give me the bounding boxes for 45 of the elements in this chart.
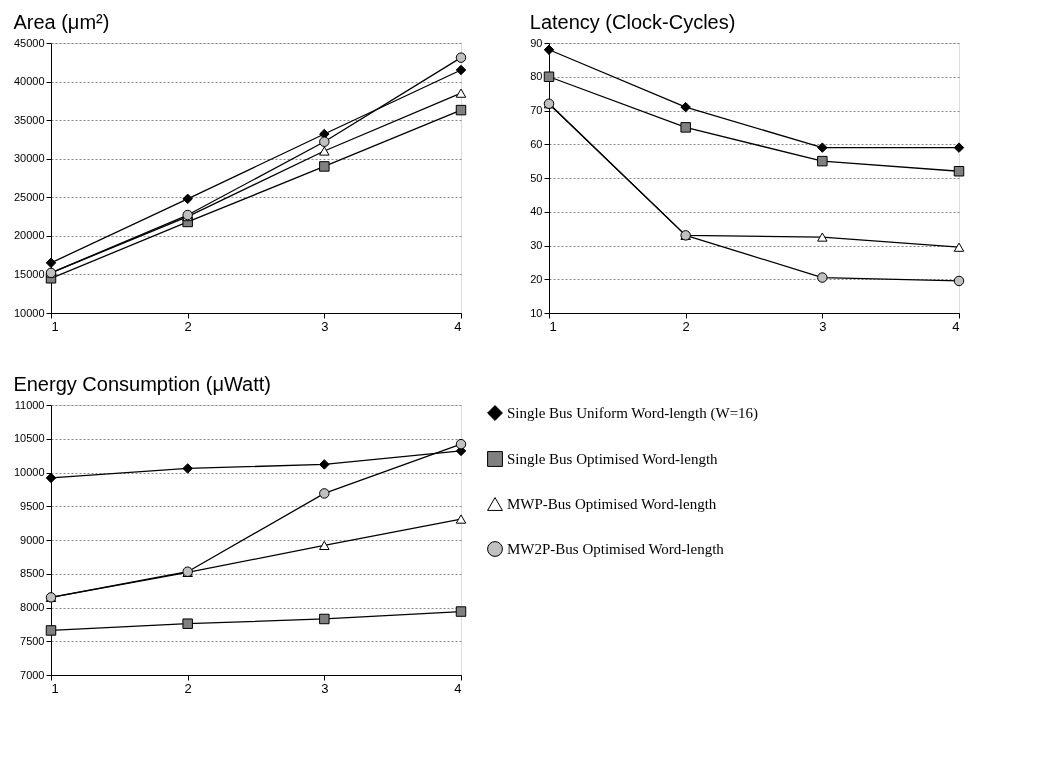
- x-tick-label: 4: [454, 680, 462, 696]
- legend-label: MW2P-Bus Optimised Word-length: [507, 541, 725, 557]
- x-tick-label: 4: [454, 318, 462, 334]
- y-tick-label: 30: [530, 239, 543, 251]
- x-tick-label: 1: [51, 318, 59, 334]
- legend-label: Single Bus Uniform Word-length (W=16): [507, 405, 759, 422]
- chart-title: Area (μm²): [13, 11, 110, 33]
- x-tick-label: 2: [682, 318, 690, 334]
- y-tick-label: 90: [530, 36, 543, 49]
- x-tick-label: 4: [952, 318, 960, 334]
- x-tick-label: 2: [184, 680, 192, 696]
- y-tick-label: 35000: [13, 113, 45, 126]
- y-tick-label: 20: [530, 272, 543, 285]
- x-tick-label: 3: [819, 318, 827, 334]
- y-tick-label: 8500: [20, 567, 45, 580]
- y-tick-label: 10: [530, 306, 543, 319]
- y-tick-label: 8000: [20, 601, 45, 613]
- y-tick-label: 70: [530, 104, 543, 116]
- chart-title: Latency (Clock-Cycles): [529, 11, 736, 33]
- y-tick-label: 30000: [13, 152, 45, 165]
- y-tick-label: 40000: [13, 75, 45, 88]
- x-tick-label: 1: [51, 680, 59, 696]
- x-tick-label: 2: [184, 318, 192, 334]
- legend-label: MWP-Bus Optimised Word-length: [507, 496, 717, 512]
- y-tick-label: 15000: [13, 267, 45, 280]
- y-tick-label: 45000: [13, 36, 45, 49]
- y-tick-label: 40: [530, 205, 543, 218]
- y-tick-label: 7000: [20, 668, 45, 681]
- y-tick-label: 20000: [13, 229, 45, 242]
- legend-label: Single Bus Optimised Word-length: [507, 451, 719, 467]
- y-tick-label: 80: [530, 70, 543, 83]
- y-tick-label: 50: [530, 171, 543, 184]
- y-tick-label: 9000: [20, 533, 45, 546]
- y-tick-label: 7500: [20, 634, 45, 647]
- x-tick-label: 3: [321, 318, 329, 334]
- y-tick-label: 9500: [20, 499, 45, 512]
- y-tick-label: 10000: [13, 466, 45, 478]
- y-tick-label: 25000: [13, 190, 45, 203]
- y-tick-label: 10500: [13, 432, 45, 445]
- y-tick-label: 10000: [13, 306, 45, 319]
- x-tick-label: 1: [549, 318, 557, 334]
- y-tick-label: 11000: [14, 398, 45, 411]
- chart-title: Energy Consumption (μWatt): [13, 373, 271, 395]
- x-tick-label: 3: [321, 680, 329, 696]
- y-tick-label: 60: [530, 137, 543, 150]
